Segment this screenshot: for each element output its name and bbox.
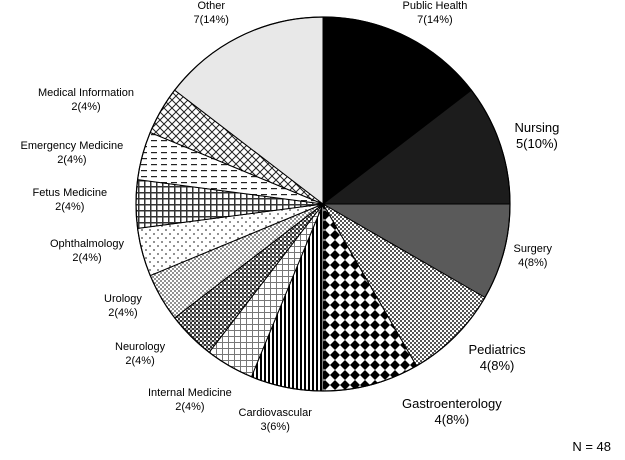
slice-label-pediatrics: Pediatrics 4(8%) [469,342,526,375]
slice-label-value: 3(6%) [260,420,290,433]
slice-label-value: 4(8%) [479,358,515,374]
slice-label-public-health: Public Health 7(14%) [403,0,468,28]
slice-label-value: 2(4%) [71,100,101,113]
slice-label-value: 2(4%) [125,354,155,367]
slice-label-fetus-medicine: Fetus Medicine 2(4%) [33,187,108,215]
slice-label-medical-information: Medical Information 2(4%) [38,87,134,115]
slice-label-value: 7(14%) [417,13,453,26]
slice-label-name: Pediatrics [468,342,526,357]
slice-label-value: 2(4%) [72,251,102,264]
slice-label-name: Emergency Medicine [20,140,124,152]
slice-label-value: 7(14%) [193,13,229,26]
pie-outline [135,16,511,392]
slice-label-urology: Urology 2(4%) [104,293,142,321]
slice-label-surgery: Surgery 4(8%) [514,243,553,271]
slice-label-emergency-medicine: Emergency Medicine 2(4%) [21,140,124,168]
slice-label-name: Ophthalmology [50,238,124,250]
slice-label-value: 2(4%) [175,400,205,413]
slice-label-gastroenterology: Gastroenterology 4(8%) [402,396,502,429]
slice-label-name: Urology [104,293,142,305]
slice-label-name: Cardiovascular [238,407,312,419]
slice-label-other: Other 7(14%) [194,0,229,28]
slice-label-value: 2(4%) [55,200,85,213]
slice-label-name: Public Health [402,0,468,12]
slice-label-name: Neurology [115,341,166,353]
slice-label-value: 2(4%) [57,153,87,166]
slice-label-value: 2(4%) [108,306,138,319]
slice-label-cardiovascular: Cardiovascular 3(6%) [239,407,312,435]
slice-label-value: 4(8%) [518,256,548,269]
slice-label-name: Surgery [513,243,553,255]
slice-label-name: Medical Information [38,87,134,99]
slice-label-neurology: Neurology 2(4%) [115,341,165,369]
slice-label-nursing: Nursing 5(10%) [515,120,560,153]
slice-label-name: Gastroenterology [402,396,502,411]
slice-label-name: Other [197,0,225,12]
slice-label-name: Nursing [514,120,560,135]
slice-label-name: Internal Medicine [148,387,232,399]
slice-label-internal-medicine: Internal Medicine 2(4%) [148,387,232,415]
sample-size-label: N = 48 [572,439,611,454]
slice-label-ophthalmology: Ophthalmology 2(4%) [50,238,124,266]
slice-label-value: 5(10%) [515,136,558,152]
slice-label-name: Fetus Medicine [32,187,108,199]
slice-label-value: 4(8%) [434,412,470,428]
